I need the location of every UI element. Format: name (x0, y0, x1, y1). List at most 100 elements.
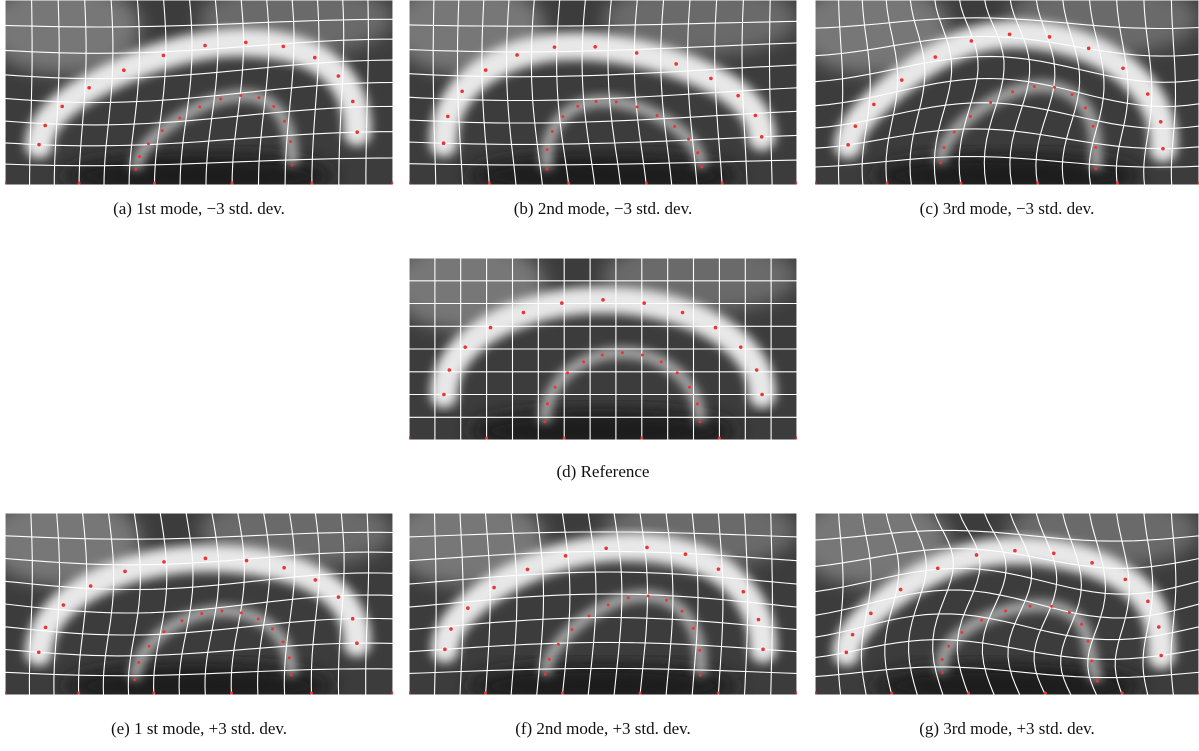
landmark (967, 692, 970, 695)
landmark (200, 612, 203, 615)
landmark (204, 557, 208, 561)
landmark (87, 86, 91, 90)
landmark (162, 630, 165, 633)
landmark (37, 650, 41, 654)
caption: (b) 2nd mode, −3 std. dev. (514, 199, 692, 218)
landmark (872, 103, 876, 107)
landmark (133, 678, 136, 681)
landmark (1070, 93, 1073, 96)
landmark (665, 599, 668, 602)
landmark (1092, 125, 1095, 128)
landmark (684, 552, 688, 556)
landmark (736, 94, 740, 98)
landmark (890, 692, 893, 695)
landmark (969, 115, 972, 118)
landmark (546, 402, 549, 405)
landmark (282, 566, 286, 570)
landmark (845, 651, 849, 655)
landmark (526, 568, 530, 572)
landmark (239, 94, 242, 97)
landmark (989, 101, 992, 104)
landmark (515, 53, 519, 57)
landmark (739, 345, 743, 349)
landmark (660, 360, 663, 363)
landmark (1123, 578, 1127, 582)
landmark (1004, 609, 1007, 612)
landmark (656, 114, 659, 117)
landmark (203, 44, 207, 48)
landmark (219, 97, 222, 100)
landmark (543, 420, 546, 423)
landmark (561, 692, 564, 695)
panel-image (0, 0, 394, 198)
landmark (1121, 692, 1124, 695)
landmark (443, 648, 447, 652)
landmark (463, 345, 467, 349)
landmark (851, 633, 855, 637)
landmark (814, 182, 817, 185)
landmark (44, 626, 48, 630)
landmark (1116, 182, 1119, 185)
landmark (742, 590, 746, 594)
landmark (337, 74, 341, 78)
landmark (484, 68, 488, 72)
landmark (448, 368, 452, 372)
landmark (449, 627, 453, 631)
panel-image (796, 495, 1199, 708)
landmark (489, 326, 493, 330)
landmark (698, 649, 701, 652)
landmark (546, 148, 549, 151)
landmark (1086, 640, 1089, 643)
landmark (645, 546, 649, 550)
landmark (959, 182, 962, 185)
landmark (570, 628, 573, 631)
landmark (220, 609, 223, 612)
landmark (89, 584, 93, 588)
landmark (717, 567, 721, 571)
landmark (642, 301, 646, 305)
landmark (231, 182, 234, 185)
landmark (615, 100, 618, 103)
landmark (854, 124, 858, 128)
landmark (641, 353, 644, 356)
landmark (627, 596, 630, 599)
landmark (607, 603, 610, 606)
landmark (153, 182, 156, 185)
landmark (814, 692, 817, 695)
landmark (161, 129, 164, 132)
landmark (1052, 551, 1056, 555)
landmark (709, 77, 713, 81)
landmark (755, 368, 759, 372)
landmark (593, 45, 597, 49)
landmark (310, 182, 313, 185)
panel-image (0, 495, 394, 708)
landmark (408, 182, 411, 185)
landmark (933, 55, 937, 59)
figure: (a) 1st mode, −3 std. dev.(b) 2nd mode, … (0, 0, 1199, 746)
landmark (673, 125, 676, 128)
landmark (721, 182, 724, 185)
landmark (696, 402, 699, 405)
landmark (257, 617, 260, 620)
landmark (148, 645, 151, 648)
landmark (714, 326, 718, 330)
landmark (687, 138, 690, 141)
landmark (567, 182, 570, 185)
landmark (408, 692, 411, 695)
caption: (d) Reference (557, 462, 650, 481)
landmark (313, 56, 317, 60)
landmark (796, 437, 799, 440)
landmark (314, 578, 318, 582)
landmark (700, 165, 703, 168)
landmark (688, 386, 691, 389)
landmark (761, 648, 765, 652)
landmark (488, 182, 491, 185)
landmark (757, 618, 761, 622)
landmark (960, 631, 963, 634)
landmark (351, 100, 355, 104)
landmark (1146, 92, 1150, 96)
landmark (4, 182, 7, 185)
landmark (198, 105, 201, 108)
landmark (272, 105, 275, 108)
landmark (283, 120, 286, 123)
